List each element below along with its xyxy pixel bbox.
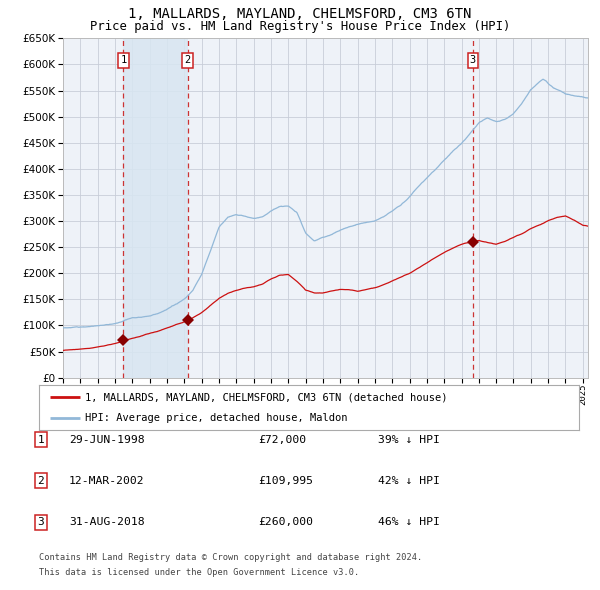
Text: 46% ↓ HPI: 46% ↓ HPI xyxy=(378,517,440,527)
Text: 2: 2 xyxy=(37,476,44,486)
Text: HPI: Average price, detached house, Maldon: HPI: Average price, detached house, Mald… xyxy=(85,414,347,423)
Text: 3: 3 xyxy=(470,55,476,65)
Text: 42% ↓ HPI: 42% ↓ HPI xyxy=(378,476,440,486)
Text: Price paid vs. HM Land Registry's House Price Index (HPI): Price paid vs. HM Land Registry's House … xyxy=(90,20,510,33)
Text: Contains HM Land Registry data © Crown copyright and database right 2024.: Contains HM Land Registry data © Crown c… xyxy=(39,553,422,562)
Text: 1: 1 xyxy=(121,55,127,65)
Text: 2: 2 xyxy=(184,55,191,65)
Text: 3: 3 xyxy=(37,517,44,527)
Text: This data is licensed under the Open Government Licence v3.0.: This data is licensed under the Open Gov… xyxy=(39,568,359,577)
Bar xyxy=(124,38,188,378)
Text: £109,995: £109,995 xyxy=(258,476,313,486)
Text: 29-JUN-1998: 29-JUN-1998 xyxy=(69,435,145,444)
Text: £72,000: £72,000 xyxy=(258,435,306,444)
Text: 39% ↓ HPI: 39% ↓ HPI xyxy=(378,435,440,444)
Text: 1: 1 xyxy=(37,435,44,444)
Text: 31-AUG-2018: 31-AUG-2018 xyxy=(69,517,145,527)
Text: 12-MAR-2002: 12-MAR-2002 xyxy=(69,476,145,486)
Text: 1, MALLARDS, MAYLAND, CHELMSFORD, CM3 6TN (detached house): 1, MALLARDS, MAYLAND, CHELMSFORD, CM3 6T… xyxy=(85,392,448,402)
Text: £260,000: £260,000 xyxy=(258,517,313,527)
Text: 1, MALLARDS, MAYLAND, CHELMSFORD, CM3 6TN: 1, MALLARDS, MAYLAND, CHELMSFORD, CM3 6T… xyxy=(128,7,472,21)
